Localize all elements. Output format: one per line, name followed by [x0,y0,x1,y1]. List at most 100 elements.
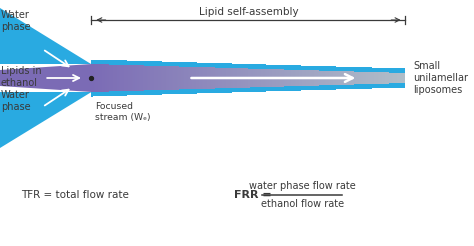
Bar [153,61,154,95]
Bar [244,68,245,88]
Bar [155,61,157,95]
Bar [165,62,167,94]
Bar [315,70,316,86]
Bar [340,71,341,85]
Bar [127,61,128,95]
Bar [320,71,321,85]
Bar [291,65,292,91]
Bar [215,63,216,93]
Bar [177,62,178,94]
Bar [128,61,129,95]
Bar [308,70,309,86]
Bar [309,70,310,86]
Bar [374,68,375,88]
Bar [233,68,235,88]
Bar [372,68,373,89]
Bar [329,66,330,90]
Bar [276,65,277,91]
Bar [277,69,279,87]
Bar [138,61,139,95]
Bar [275,69,276,87]
Bar [238,68,240,88]
Bar [203,67,204,89]
Bar [237,64,238,92]
Bar [147,66,148,91]
Bar [226,63,227,93]
Bar [142,65,143,91]
Bar [114,65,115,91]
Bar [266,64,267,92]
Bar [310,70,311,86]
Bar [187,62,188,94]
Bar [272,65,273,91]
Bar [325,71,326,85]
Bar [404,68,405,88]
Bar [108,64,109,92]
Bar [388,73,389,83]
Bar [335,71,337,85]
Bar [223,63,225,93]
Bar [347,67,349,89]
Bar [366,67,368,89]
Bar [213,63,215,93]
Bar [248,64,250,92]
Bar [163,62,164,94]
Bar [137,61,138,95]
Bar [286,70,287,86]
Bar [398,68,399,88]
Bar [172,66,173,90]
Bar [109,60,110,96]
Bar [349,67,350,89]
Bar [331,71,333,85]
Bar [305,70,306,86]
Bar [373,72,374,84]
Bar [334,66,335,90]
Bar [111,65,113,92]
Bar [380,72,382,84]
Bar [208,63,210,93]
Bar [187,67,188,89]
Bar [95,60,97,96]
Bar [302,65,304,91]
Bar [375,68,376,88]
Bar [344,67,345,89]
Bar [146,65,147,91]
Bar [117,65,118,91]
Bar [143,65,144,91]
Bar [137,65,138,91]
Bar [252,64,254,92]
Bar [190,62,191,94]
Bar [200,62,201,93]
Bar [358,72,359,84]
Bar [113,60,114,96]
Bar [150,66,152,90]
Bar [103,60,104,96]
Bar [358,67,359,89]
Bar [169,66,171,90]
Bar [130,65,132,91]
Bar [124,65,125,91]
Bar [346,67,347,89]
Bar [169,62,171,94]
Polygon shape [0,64,91,92]
Bar [333,71,334,85]
Bar [376,72,378,84]
Bar [247,68,248,88]
Bar [255,64,256,92]
Bar [345,67,346,89]
Bar [351,71,353,85]
Bar [192,62,193,94]
Bar [134,65,136,91]
Bar [312,66,314,90]
Bar [292,65,294,91]
Bar [362,67,363,89]
Bar [257,69,258,87]
Bar [183,62,184,94]
Bar [267,64,269,92]
Bar [329,71,330,85]
Bar [369,67,370,89]
Bar [231,63,232,92]
Bar [139,61,140,95]
Bar [173,66,174,90]
Bar [182,62,183,94]
